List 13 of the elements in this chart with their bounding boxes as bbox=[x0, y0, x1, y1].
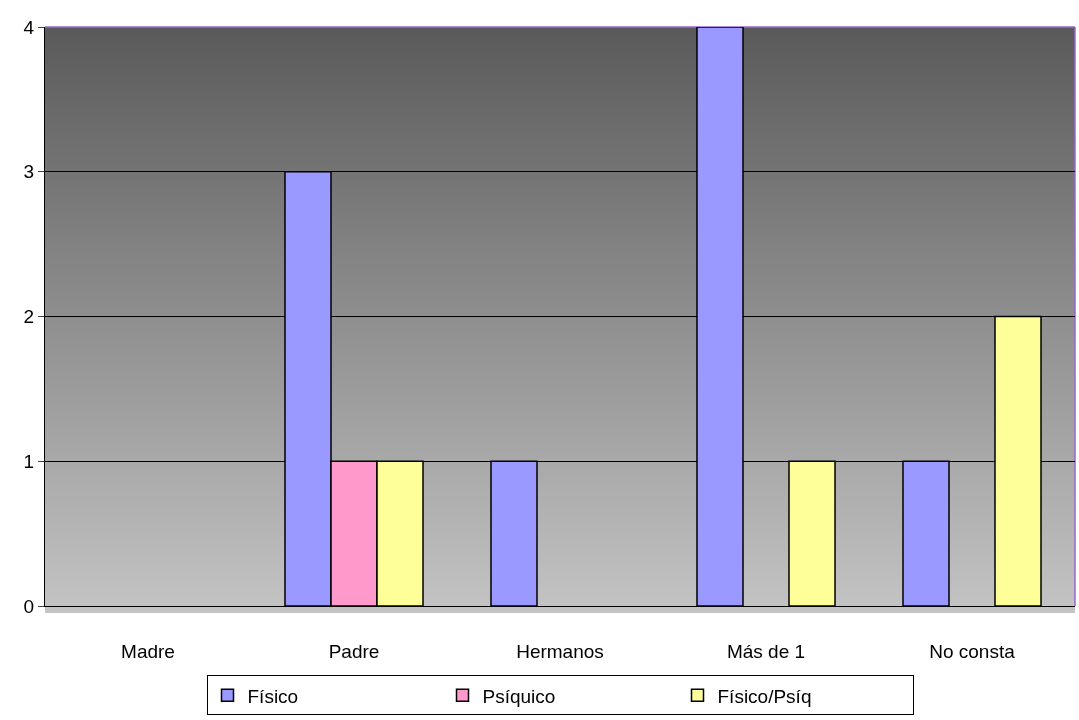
x-tick-label: Hermanos bbox=[516, 640, 604, 662]
x-tick-label: Padre bbox=[328, 640, 380, 662]
legend-label: Psíquico bbox=[482, 685, 556, 707]
x-tick-label: Más de 1 bbox=[726, 640, 806, 662]
y-tick-label: 3 bbox=[23, 161, 35, 183]
x-tick-label: No consta bbox=[929, 640, 1016, 662]
y-tick-label: 0 bbox=[23, 595, 35, 617]
y-tick-label: 2 bbox=[23, 306, 35, 328]
legend-label: Físico/Psíq bbox=[717, 685, 812, 707]
y-tick-label: 1 bbox=[23, 450, 35, 472]
y-tick-label: 4 bbox=[23, 16, 35, 38]
x-tick-label: Madre bbox=[121, 640, 175, 662]
legend-label: Físico bbox=[247, 685, 299, 707]
